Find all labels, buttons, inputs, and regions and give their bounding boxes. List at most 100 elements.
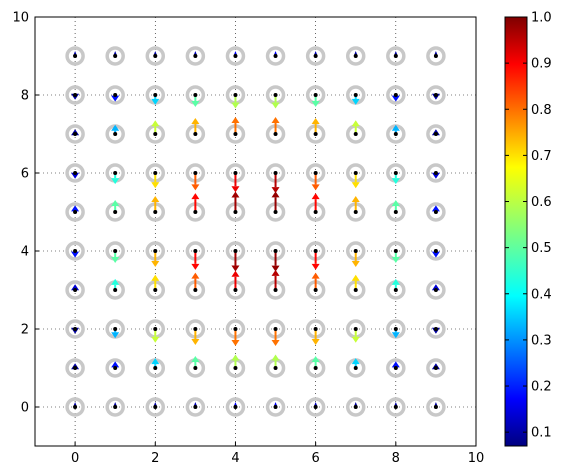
marker-ring bbox=[65, 319, 85, 339]
marker-ring bbox=[65, 397, 85, 417]
x-tick-label: 0 bbox=[71, 451, 79, 464]
pivot-dot bbox=[153, 171, 158, 175]
quiver-arrow bbox=[311, 263, 320, 270]
pivot-dot bbox=[73, 405, 78, 409]
quiver-arrow bbox=[271, 354, 280, 361]
marker-ring bbox=[65, 280, 85, 300]
pivot-dots bbox=[73, 54, 438, 409]
marker-ring bbox=[225, 397, 246, 417]
marker-ring bbox=[426, 124, 446, 144]
quiver-arrow bbox=[311, 338, 320, 345]
quiver-arrow bbox=[71, 251, 80, 258]
quiver-arrow bbox=[231, 270, 240, 277]
pivot-dot bbox=[393, 366, 398, 370]
quiver-arrow bbox=[111, 124, 120, 131]
marker-ring bbox=[386, 46, 406, 66]
x-tick-label: 8 bbox=[392, 451, 400, 464]
pivot-dot bbox=[393, 132, 398, 136]
pivot-dot bbox=[393, 405, 398, 409]
pivot-dot bbox=[193, 54, 198, 58]
pivot-dot bbox=[113, 249, 118, 253]
pivot-dot bbox=[233, 93, 238, 97]
pivot-dot bbox=[73, 132, 78, 136]
pivot-dot bbox=[113, 366, 118, 370]
colorbar-tick-label: 0.2 bbox=[531, 380, 552, 395]
quiver-arrow bbox=[151, 120, 160, 127]
quiver-arrow bbox=[391, 95, 400, 102]
pivot-dot bbox=[193, 210, 198, 214]
quiver-arrow bbox=[231, 354, 240, 361]
marker-ring bbox=[105, 46, 125, 66]
pivot-dot bbox=[433, 210, 438, 214]
quiver-arrow bbox=[71, 284, 80, 291]
quiver-arrow bbox=[231, 186, 240, 193]
pivot-dot bbox=[153, 366, 158, 370]
pivot-dot bbox=[193, 93, 198, 97]
pivot-dot bbox=[313, 54, 318, 58]
quiver-arrow bbox=[391, 361, 400, 368]
colorbar-gradient bbox=[504, 16, 528, 447]
pivot-dot bbox=[353, 210, 358, 214]
quiver-arrow bbox=[191, 356, 200, 362]
pivot-dot bbox=[353, 132, 358, 136]
pivot-dot bbox=[393, 93, 398, 97]
quiver-arrow bbox=[351, 182, 360, 189]
quiver-arrow bbox=[111, 178, 120, 185]
pivot-dot bbox=[233, 210, 238, 214]
marker-ring bbox=[105, 358, 125, 378]
quiver-arrow bbox=[391, 332, 400, 339]
quiver-arrow bbox=[351, 274, 360, 281]
pivot-dot bbox=[113, 171, 118, 175]
pivot-dot bbox=[433, 327, 438, 331]
pivot-dot bbox=[153, 54, 158, 58]
y-tick-label: 0 bbox=[21, 401, 29, 416]
quiver-arrow bbox=[271, 102, 280, 109]
quiver-arrow bbox=[151, 196, 160, 203]
quiver-arrow bbox=[351, 358, 360, 365]
pivot-dot bbox=[73, 93, 78, 97]
pivot-dot bbox=[193, 132, 198, 136]
marker-ring bbox=[345, 46, 366, 66]
x-tick-label: 6 bbox=[311, 451, 319, 464]
pivot-dot bbox=[113, 132, 118, 136]
quiver-arrow bbox=[431, 205, 440, 212]
marker-ring bbox=[386, 85, 406, 105]
y-tick-label: 10 bbox=[12, 11, 29, 26]
quiver-arrow bbox=[231, 191, 240, 198]
pivot-dot bbox=[113, 327, 118, 331]
marker-ring bbox=[305, 397, 326, 417]
quiver-arrow bbox=[111, 200, 120, 206]
pivot-dot bbox=[233, 288, 238, 292]
pivot-dot bbox=[113, 210, 118, 214]
quiver-arrow bbox=[231, 265, 240, 272]
plot-frame bbox=[34, 16, 477, 447]
quiver-arrow bbox=[231, 340, 240, 347]
quiver-arrow bbox=[311, 193, 320, 200]
pivot-dot bbox=[313, 405, 318, 409]
marker-ring bbox=[265, 397, 286, 417]
pivot-dot bbox=[393, 288, 398, 292]
marker-ring bbox=[426, 163, 446, 183]
x-tick-label: 10 bbox=[468, 451, 485, 464]
quiver-arrow bbox=[311, 272, 320, 279]
pivot-dot bbox=[73, 210, 78, 214]
quiver-arrow bbox=[311, 101, 320, 107]
marker-ring bbox=[265, 46, 286, 66]
quiver-arrow bbox=[271, 269, 280, 276]
marker-ring bbox=[65, 163, 85, 183]
pivot-dot bbox=[433, 132, 438, 136]
pivot-dot bbox=[153, 210, 158, 214]
marker-ring bbox=[386, 397, 406, 417]
quiver-arrow bbox=[151, 260, 160, 267]
grid bbox=[35, 17, 476, 446]
pivot-dot bbox=[193, 288, 198, 292]
pivot-dot bbox=[233, 54, 238, 58]
pivot-dot bbox=[353, 249, 358, 253]
pivot-dot bbox=[153, 132, 158, 136]
pivot-dot bbox=[73, 249, 78, 253]
pivot-dot bbox=[193, 327, 198, 331]
quiver-arrow bbox=[351, 336, 360, 343]
pivot-dot bbox=[353, 327, 358, 331]
marker-ring bbox=[185, 46, 206, 66]
